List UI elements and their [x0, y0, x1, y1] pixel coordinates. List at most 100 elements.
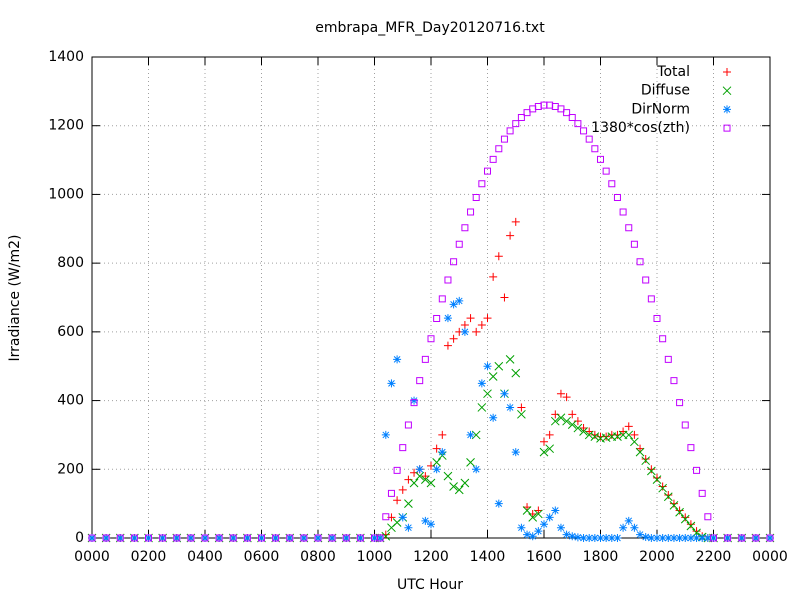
data-point	[534, 102, 542, 110]
data-point	[300, 534, 308, 542]
data-point	[102, 534, 111, 542]
data-point	[432, 444, 441, 453]
data-point	[410, 396, 419, 405]
data-point	[421, 472, 430, 481]
data-point	[299, 534, 308, 542]
data-point	[415, 465, 424, 474]
x-tick-label: 1000	[357, 549, 393, 565]
data-point	[511, 368, 521, 378]
plot-frame	[91, 56, 771, 539]
data-point	[449, 482, 458, 491]
data-point	[692, 527, 701, 536]
data-point	[517, 403, 526, 412]
y-tick-label: 200	[57, 461, 84, 477]
y-tick-label: 1400	[48, 49, 84, 65]
data-point	[173, 534, 181, 542]
data-point	[420, 475, 430, 484]
data-point	[500, 389, 509, 398]
data-point	[460, 478, 470, 488]
data-point	[393, 466, 401, 474]
data-point	[116, 534, 125, 542]
y-tick-label: 800	[57, 255, 84, 271]
y-tick-label: 1200	[48, 118, 84, 134]
data-point	[573, 423, 583, 433]
data-point	[215, 534, 223, 542]
data-point	[494, 252, 503, 261]
data-point	[585, 135, 593, 143]
y-tick-label: 600	[57, 324, 84, 340]
data-point	[522, 506, 532, 515]
data-point	[387, 379, 396, 388]
data-point	[630, 240, 638, 248]
data-point	[376, 534, 385, 542]
data-point	[723, 534, 732, 542]
data-point	[676, 399, 684, 407]
data-point	[506, 231, 515, 240]
data-point	[574, 120, 582, 128]
data-point	[404, 499, 413, 508]
data-point	[460, 327, 469, 336]
data-point	[534, 506, 543, 515]
data-point	[356, 534, 364, 542]
data-point	[647, 295, 655, 303]
data-point	[539, 447, 549, 457]
x-tick-label: 0000	[74, 549, 110, 565]
data-point	[613, 194, 621, 202]
data-point	[455, 240, 463, 248]
data-point	[438, 448, 447, 457]
data-point	[540, 520, 548, 529]
y-tick-label: 400	[57, 393, 84, 409]
x-tick-label: 0200	[131, 549, 167, 565]
data-point	[444, 276, 452, 284]
x-tick-label: 1400	[470, 549, 506, 565]
data-point	[619, 208, 627, 216]
data-point	[545, 513, 554, 522]
data-point	[381, 430, 390, 439]
data-point	[653, 534, 661, 542]
data-point	[658, 482, 667, 491]
data-point	[382, 513, 390, 521]
data-point	[664, 491, 673, 500]
data-point	[523, 530, 532, 539]
data-point	[454, 485, 464, 495]
data-point	[613, 534, 622, 542]
data-point	[669, 501, 679, 510]
data-point	[483, 314, 492, 323]
data-point	[201, 534, 209, 542]
legend-marker	[723, 124, 731, 132]
data-point	[438, 430, 447, 439]
data-point	[472, 465, 481, 474]
data-point	[472, 327, 481, 336]
data-point	[653, 314, 661, 322]
x-tick-label: 2000	[639, 549, 675, 565]
x-tick-label: 0000	[752, 549, 788, 565]
data-point	[556, 523, 565, 532]
data-point	[567, 420, 577, 429]
data-point	[579, 534, 588, 542]
data-point	[641, 456, 651, 466]
data-point	[158, 534, 167, 542]
data-point	[636, 530, 645, 539]
data-point	[187, 534, 195, 542]
data-point	[489, 272, 498, 281]
data-point	[427, 335, 435, 343]
data-point	[602, 534, 611, 542]
data-point	[489, 155, 497, 163]
x-tick-label: 0800	[300, 549, 336, 565]
data-point	[680, 514, 690, 524]
data-point	[314, 534, 322, 542]
data-point	[410, 399, 418, 407]
data-point	[201, 534, 209, 542]
data-point	[562, 393, 571, 402]
data-point	[635, 447, 645, 457]
data-point	[506, 127, 514, 135]
data-point	[693, 466, 701, 474]
data-point	[500, 293, 509, 302]
data-point	[466, 314, 475, 323]
data-point	[285, 534, 294, 542]
data-point	[523, 503, 532, 512]
data-point	[421, 355, 429, 363]
data-point	[601, 433, 611, 443]
data-point	[670, 377, 678, 385]
